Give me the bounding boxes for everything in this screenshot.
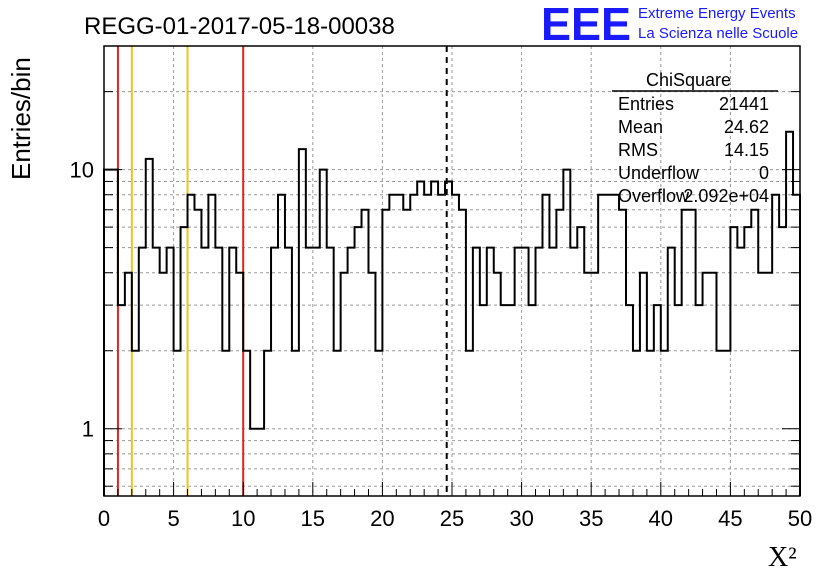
stats-label-mean: Mean xyxy=(618,117,663,137)
x-tick-label: 5 xyxy=(167,506,179,531)
stats-box: ChiSquare Entries 21441 Mean 24.62 RMS 1… xyxy=(612,70,778,206)
stats-value-rms: 14.15 xyxy=(724,140,769,160)
y-axis-label: Entries/bin xyxy=(6,57,36,180)
x-tick-label: 30 xyxy=(509,506,533,531)
x-tick-label: 0 xyxy=(98,506,110,531)
axes-ticks: 0 5 10 15 20 25 30 35 40 45 50 1 10 xyxy=(70,91,812,531)
eee-logo-text: EEE xyxy=(541,0,631,50)
chart-title: REGG-01-2017-05-18-00038 xyxy=(84,13,395,40)
logo-line-1: Extreme Energy Events xyxy=(638,5,796,22)
x-axis-label: X² xyxy=(768,542,797,572)
eee-logo: EEE Extreme Energy Events La Scienza nel… xyxy=(541,0,798,50)
x-tick-label: 25 xyxy=(440,506,464,531)
x-tick-label: 40 xyxy=(649,506,673,531)
stats-value-mean: 24.62 xyxy=(724,117,769,137)
stats-label-rms: RMS xyxy=(618,140,658,160)
stats-label-overflow: Overflow xyxy=(618,186,690,206)
y-tick-label: 10 xyxy=(70,158,94,183)
stats-value-underflow: 0 xyxy=(759,163,769,183)
x-tick-label: 50 xyxy=(788,506,812,531)
stats-label-entries: Entries xyxy=(618,94,674,114)
stats-value-overflow: 2.092e+04 xyxy=(683,186,769,206)
stats-title: ChiSquare xyxy=(646,70,731,90)
histogram-series xyxy=(103,130,801,496)
x-tick-label: 45 xyxy=(718,506,742,531)
stats-label-underflow: Underflow xyxy=(618,163,700,183)
x-tick-label: 10 xyxy=(231,506,255,531)
logo-line-2: La Scienza nelle Scuole xyxy=(638,25,798,42)
x-tick-label: 35 xyxy=(579,506,603,531)
stats-value-entries: 21441 xyxy=(719,94,769,114)
y-tick-label: 1 xyxy=(82,417,94,442)
x-tick-label: 15 xyxy=(301,506,325,531)
x-tick-label: 20 xyxy=(370,506,394,531)
